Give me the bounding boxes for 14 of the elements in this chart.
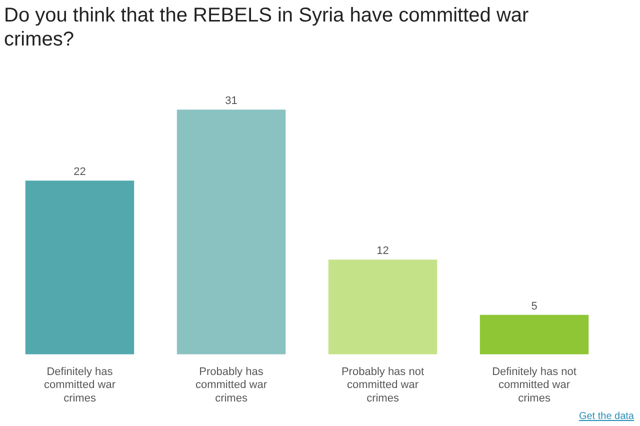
x-tick-label: Definitely has not committed war crimes [492,366,576,404]
text: Get the data [578,411,634,422]
data-label: 12 [376,245,389,258]
bar [480,314,589,354]
chart-title: Do you think that the REBELS in Syria have committed war crimes? [4,4,530,51]
x-tick-label: Definitely has committed war crimes [44,366,116,404]
bar [176,110,286,354]
bar [328,260,438,354]
data-label: 31 [225,95,238,108]
x-tick-label: Probably has not committed war crimes [341,366,424,404]
data-label: 5 [531,300,538,312]
data-label: 22 [74,166,86,178]
x-tick-label: Probably has committed war crimes [195,366,268,404]
bar [25,180,134,354]
